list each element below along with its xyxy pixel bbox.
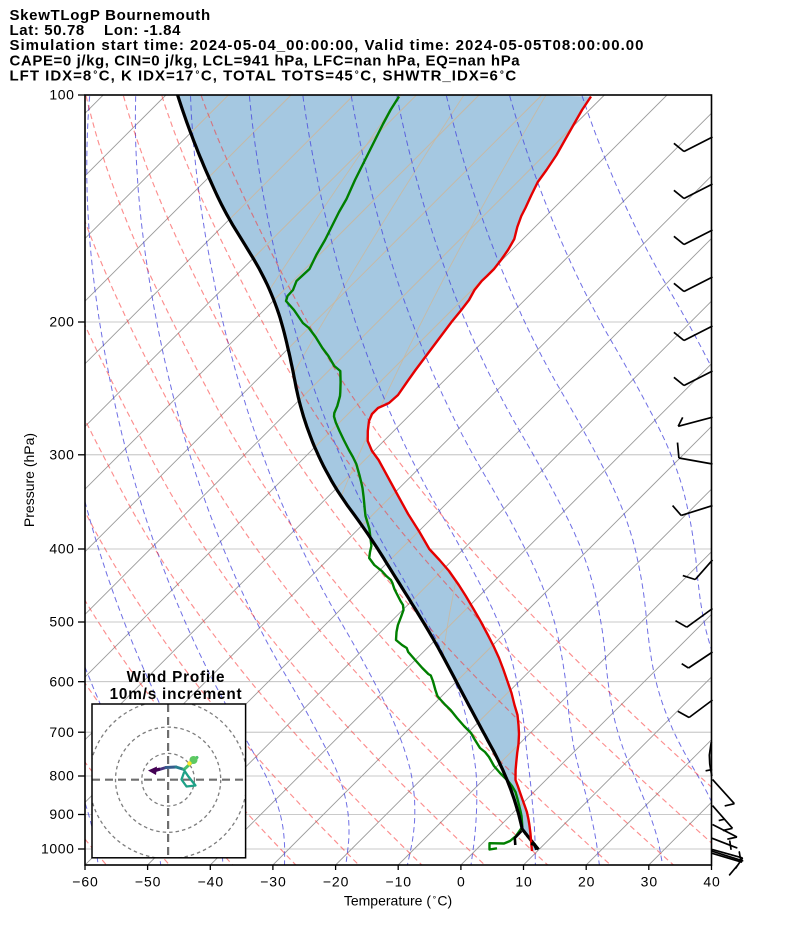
svg-text:−40: −40 [198,874,224,890]
svg-text:800: 800 [49,768,74,784]
svg-text:Wind Profile: Wind Profile [127,669,226,686]
svg-text:−50: −50 [135,874,161,890]
svg-text:SkewTLogP Bournemouth: SkewTLogP Bournemouth [10,7,211,24]
svg-text:10m/s increment: 10m/s increment [110,686,243,703]
svg-text:−60: −60 [72,874,98,890]
svg-text:30: 30 [641,874,658,890]
svg-text:−30: −30 [260,874,286,890]
svg-text:600: 600 [49,673,74,689]
svg-text:10: 10 [515,874,532,890]
svg-text:Temperature (°C): Temperature (°C) [344,893,452,909]
svg-text:300: 300 [49,446,74,462]
svg-text:100: 100 [49,87,74,103]
svg-text:200: 200 [49,314,74,330]
svg-text:400: 400 [49,541,74,557]
svg-text:Simulation start time: 2024-05: Simulation start time: 2024-05-04_00:00:… [10,37,645,54]
svg-text:CAPE=0 j/kg, CIN=0 j/kg, LCL=9: CAPE=0 j/kg, CIN=0 j/kg, LCL=941 hPa, LF… [10,52,521,69]
svg-text:40: 40 [703,874,720,890]
svg-text:LFT IDX=8°C, K IDX=17°C, TOTAL: LFT IDX=8°C, K IDX=17°C, TOTAL TOTS=45°C… [10,67,518,84]
svg-text:−10: −10 [386,874,412,890]
svg-text:−20: −20 [323,874,349,890]
svg-text:1000: 1000 [41,841,75,857]
svg-text:900: 900 [49,806,74,822]
svg-text:20: 20 [578,874,595,890]
svg-text:0: 0 [457,874,466,890]
svg-text:Pressure (hPa): Pressure (hPa) [21,433,37,527]
svg-text:Lat: 50.78 Lon: -1.84: Lat: 50.78 Lon: -1.84 [10,22,182,39]
svg-text:700: 700 [49,724,74,740]
svg-text:500: 500 [49,614,74,630]
